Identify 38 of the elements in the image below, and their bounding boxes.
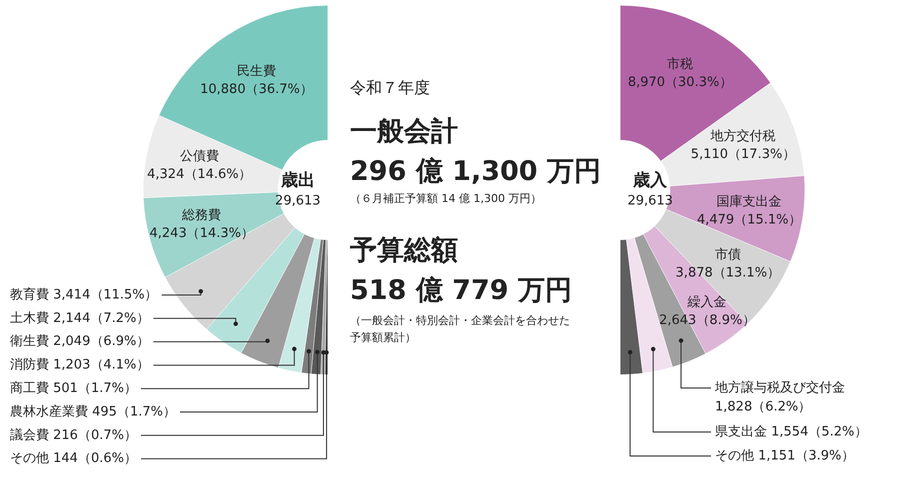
text: 29,613 [275, 193, 321, 208]
slice-label: 国庫支出金 [716, 193, 782, 210]
slice-label: 農林水産業費 495（1.7%） [10, 403, 176, 420]
slice-label: 繰入金 [686, 295, 727, 310]
text: （６月補正予算額 14 億 1,300 万円） [350, 191, 542, 206]
text: 296 億 1,300 万円 [350, 155, 601, 189]
slice-label: その他 144（0.6%） [10, 451, 137, 466]
slice-label: 公債費 [180, 149, 219, 164]
data-label: 4,479（15.1%） [696, 212, 802, 228]
data-label: 4,324（14.6%） [147, 167, 252, 182]
slice-label: 土木費 2,144（7.2%） [10, 310, 150, 326]
text: 歳入 [632, 170, 668, 190]
slice-label: 民生費 [236, 64, 276, 79]
text: 予算総額 [350, 234, 459, 268]
slice-label: 衛生費 2,049（6.9%） [10, 334, 150, 350]
slice-label: 教育費 3,414（11.5%） [10, 286, 158, 302]
text: 518 億 779 万円 [350, 274, 573, 308]
slice-label: 議会費 216（0.7%） [10, 428, 137, 443]
text: 一般会計 [350, 115, 459, 149]
data-label: 1,828（6.2%） [715, 399, 812, 414]
slice-label: 市債 [714, 248, 741, 263]
data-label: 5,110（17.3%） [690, 146, 796, 162]
text: 29,613 [627, 193, 673, 208]
text: 令和７年度 [350, 78, 431, 99]
data-label: 10,880（36.7%） [200, 82, 313, 97]
slice-label: 総務費 [181, 208, 222, 223]
slice-label: 商工費 501（1.7%） [10, 380, 137, 396]
slice-label: 消防費 1,203（4.1%） [10, 358, 150, 373]
data-label: 4,243（14.3%） [149, 226, 254, 241]
slice-label: 地方交付税 [710, 128, 776, 144]
slice-label: 地方譲与税及び交付金 [714, 379, 845, 396]
slice-label: 市税 [667, 57, 694, 72]
data-label: 8,970（30.3%） [628, 75, 732, 90]
text: （一般会計・特別会計・企業会計を合わせた予算額累計） [350, 313, 571, 346]
text: 歳出 [280, 170, 315, 190]
slice-label: その他 1,151（3.9%） [715, 448, 854, 464]
slice-label: 県支出金 1,554（5.2%） [715, 424, 868, 440]
data-label: 3,878（13.1%） [676, 266, 780, 281]
